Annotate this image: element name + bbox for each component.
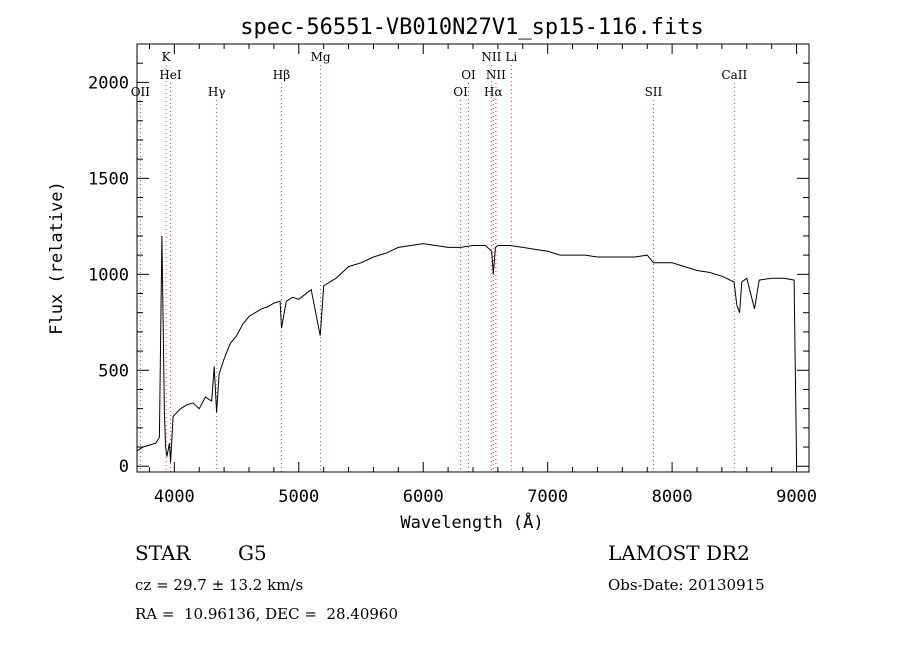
y-tick-label: 1500: [88, 169, 129, 189]
line-marker-label: Hβ: [273, 68, 290, 82]
line-markers: [139, 65, 735, 472]
x-tick-label: 7000: [527, 487, 568, 507]
coordinates: RA = 10.96136, DEC = 28.40960: [135, 605, 398, 623]
line-marker-label: OII: [131, 85, 151, 99]
cz-value: cz = 29.7 ± 13.2 km/s: [135, 576, 303, 594]
line-marker-label: OI: [453, 85, 468, 99]
plot-frame: [136, 43, 810, 473]
y-axis-label: Flux (relative): [47, 181, 67, 335]
subclass: G5: [238, 541, 267, 565]
y-tick-label: 0: [119, 457, 129, 477]
line-marker-label: Hγ: [208, 85, 226, 99]
line-marker-label: NII: [486, 68, 506, 82]
x-tick-label: 4000: [154, 487, 195, 507]
x-tick-label: 5000: [278, 487, 319, 507]
object-class: STAR: [135, 541, 191, 565]
spectrum-line: [136, 235, 798, 465]
line-marker-label: HeI: [159, 68, 182, 82]
chart-title: spec-56551-VB010N27V1_sp15-116.fits: [240, 15, 704, 40]
line-marker-label: OI: [461, 68, 476, 82]
line-marker-label: Hα: [484, 85, 503, 99]
line-marker-label: NII: [481, 50, 501, 64]
survey-name: LAMOST DR2: [608, 541, 750, 565]
x-tick-label: 8000: [652, 487, 693, 507]
y-tick-label: 2000: [88, 73, 129, 93]
line-marker-label: Mg: [311, 50, 331, 64]
x-axis: 4000 5000 6000 7000 8000 9000: [148, 44, 817, 507]
y-tick-label: 500: [98, 361, 129, 381]
line-marker-label: SII: [645, 85, 663, 99]
x-axis-label: Wavelength (Å): [400, 511, 543, 533]
line-marker-labels: OII K HeI Hγ Hβ Mg OI OI NII Hα NII Li SII CaII: [131, 50, 748, 99]
line-marker-label: CaII: [721, 68, 747, 82]
x-tick-label: 6000: [403, 487, 444, 507]
line-marker-label: Li: [505, 50, 517, 64]
y-axis: 0 500 1000 1500 2000: [88, 62, 809, 477]
line-marker-label: K: [162, 50, 172, 64]
y-tick-label: 1000: [88, 265, 129, 285]
x-tick-label: 9000: [776, 487, 817, 507]
obs-date: Obs-Date: 20130915: [608, 576, 765, 594]
